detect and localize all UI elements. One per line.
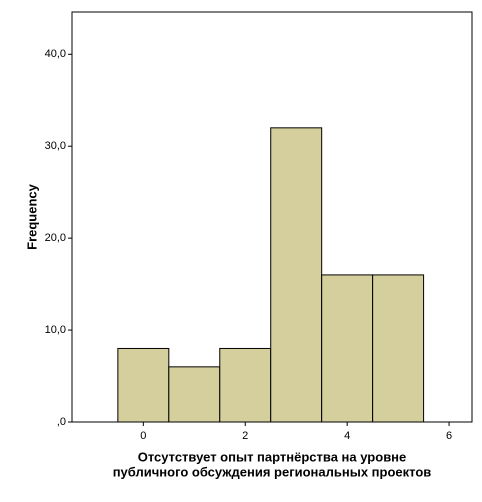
- y-tick-label: ,0: [57, 416, 66, 428]
- y-tick-label: 10,0: [45, 324, 66, 336]
- x-tick-label: 0: [140, 430, 146, 442]
- x-axis-label: публичного обсуждения региональных проек…: [113, 464, 432, 479]
- x-tick-label: 4: [344, 430, 350, 442]
- x-axis-label: Отсутствует опыт партнёрства на уровне: [138, 449, 407, 464]
- bar: [372, 274, 425, 423]
- bar: [168, 366, 221, 423]
- y-axis-label: Frequency: [24, 183, 39, 250]
- bar: [321, 274, 374, 423]
- y-tick-label: 40,0: [45, 48, 66, 60]
- x-tick-label: 2: [242, 430, 248, 442]
- bar: [117, 347, 170, 423]
- y-tick-label: 30,0: [45, 140, 66, 152]
- y-tick-label: 20,0: [45, 232, 66, 244]
- bar: [219, 347, 272, 423]
- bar: [270, 127, 323, 423]
- x-tick-label: 6: [446, 430, 452, 442]
